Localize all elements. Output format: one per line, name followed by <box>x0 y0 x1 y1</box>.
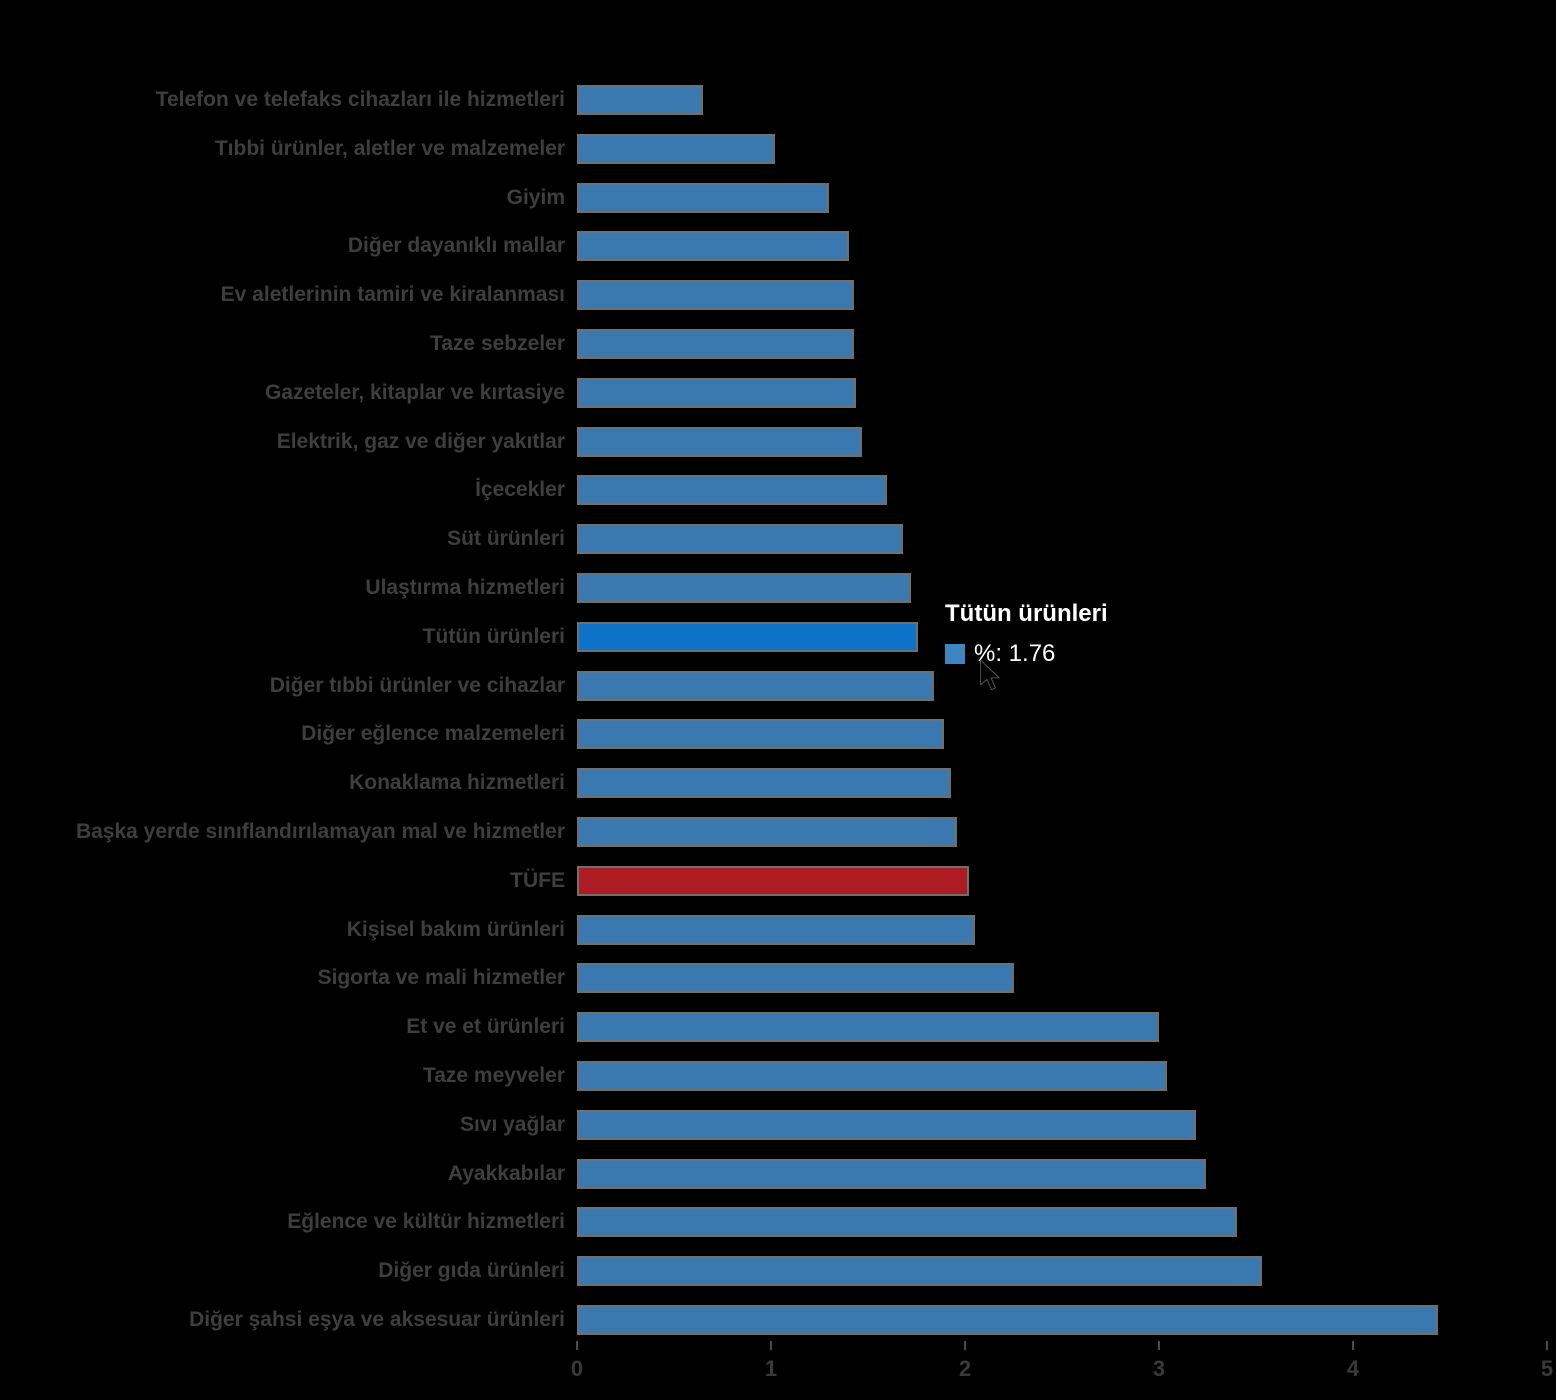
bar[interactable] <box>577 329 854 359</box>
bar[interactable] <box>577 963 1014 994</box>
x-axis-tick-label: 1 <box>764 1356 778 1381</box>
category-label: Ayakkabılar <box>447 1161 565 1185</box>
bar[interactable] <box>577 719 944 750</box>
bar[interactable] <box>577 377 856 408</box>
bar[interactable] <box>577 1158 1206 1189</box>
category-label: Kişisel bakım ürünleri <box>346 917 565 941</box>
category-label: Sıvı yağlar <box>459 1112 565 1136</box>
category-label: Süt ürünleri <box>447 527 565 551</box>
bar[interactable] <box>577 182 829 213</box>
tooltip-value: %: 1.76 <box>974 640 1056 667</box>
bar[interactable] <box>577 1061 1167 1091</box>
category-label: Et ve et ürünleri <box>406 1015 565 1039</box>
bar[interactable] <box>577 817 957 847</box>
bar[interactable] <box>577 573 911 603</box>
category-label: Ulaştırma hizmetleri <box>365 576 565 599</box>
category-label: İçecekler <box>475 478 565 502</box>
category-label: Ev aletlerinin tamiri ve kiralanması <box>220 283 565 307</box>
bar[interactable] <box>577 133 775 164</box>
bar[interactable] <box>577 524 903 555</box>
x-axis-tick-label: 0 <box>570 1356 584 1381</box>
category-label: Diğer eğlence malzemeleri <box>301 722 565 746</box>
bar[interactable] <box>577 280 854 311</box>
mouse-cursor-icon <box>980 660 1001 691</box>
bar[interactable] <box>577 85 703 115</box>
category-label: Eğlence ve kültür hizmetleri <box>287 1210 565 1234</box>
bar[interactable] <box>577 670 934 701</box>
category-label: Giyim <box>506 185 565 209</box>
x-axis-tick-mark <box>1158 1341 1160 1350</box>
x-axis-tick-mark <box>964 1341 966 1350</box>
x-axis-tick-label: 2 <box>958 1356 972 1381</box>
x-axis-tick-mark <box>1352 1341 1354 1350</box>
bar[interactable] <box>577 426 862 457</box>
bar[interactable] <box>577 1256 1262 1287</box>
category-label: Taze sebzeler <box>429 332 565 355</box>
bar[interactable] <box>577 475 887 506</box>
category-label: Diğer tıbbi ürünler ve cihazlar <box>269 673 565 697</box>
bar-tufe[interactable] <box>577 865 969 896</box>
category-label: Tütün ürünleri <box>422 624 565 648</box>
bar[interactable] <box>577 1109 1196 1140</box>
category-label: Diğer dayanıklı mallar <box>347 234 565 258</box>
category-label: Taze meyveler <box>422 1064 565 1087</box>
tooltip-title: Tütün ürünleri <box>945 600 1108 627</box>
category-label: Diğer gıda ürünleri <box>378 1259 565 1283</box>
category-label: Gazeteler, kitaplar ve kırtasiye <box>264 380 565 404</box>
tooltip: Tütün ürünleri %: 1.76 <box>945 600 1108 668</box>
category-label: Elektrik, gaz ve diğer yakıtlar <box>276 429 565 453</box>
bar[interactable] <box>577 1207 1237 1238</box>
bar[interactable] <box>577 231 849 262</box>
bar[interactable] <box>577 1012 1159 1043</box>
bar[interactable] <box>577 914 975 945</box>
category-label: Telefon ve telefaks cihazları ile hizmet… <box>155 88 565 111</box>
bar[interactable] <box>577 1305 1438 1335</box>
tooltip-value-row: %: 1.76 <box>945 640 1108 668</box>
category-label: TÜFE <box>510 868 565 892</box>
bar[interactable] <box>577 768 951 799</box>
x-axis-tick-label: 4 <box>1346 1356 1360 1381</box>
category-label: Konaklama hizmetleri <box>349 771 565 795</box>
x-axis-tick-mark <box>1546 1341 1548 1350</box>
bar-tutun-urunleri-highlighted[interactable] <box>577 621 918 652</box>
category-label: Diğer şahsi eşya ve aksesuar ürünleri <box>189 1308 565 1331</box>
category-label: Sigorta ve mali hizmetler <box>317 966 565 990</box>
category-label: Başka yerde sınıflandırılamayan mal ve h… <box>75 820 565 843</box>
category-label: Tıbbi ürünler, aletler ve malzemeler <box>214 136 565 160</box>
legend-swatch-icon <box>945 644 965 664</box>
x-axis-tick-label: 5 <box>1540 1356 1554 1381</box>
x-axis-tick-label: 3 <box>1152 1356 1166 1381</box>
x-axis-tick-mark <box>576 1341 578 1350</box>
x-axis-tick-mark <box>770 1341 772 1350</box>
